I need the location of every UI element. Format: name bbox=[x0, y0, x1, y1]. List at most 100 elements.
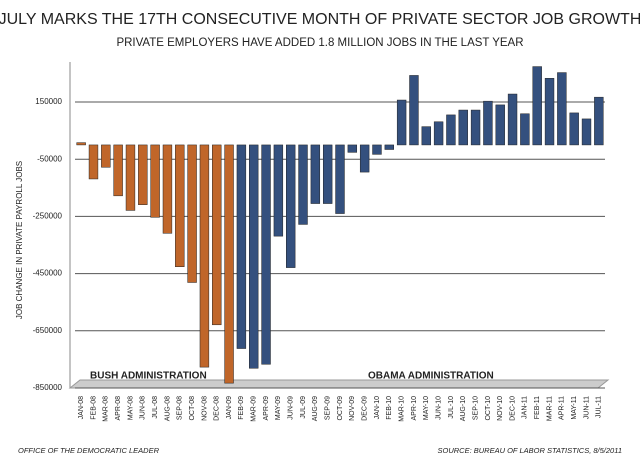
chart-title: JULY MARKS THE 17TH CONSECUTIVE MONTH OF… bbox=[0, 11, 640, 28]
bar bbox=[125, 144, 136, 211]
bar bbox=[335, 144, 345, 214]
x-tick-label: MAY-09 bbox=[275, 396, 282, 420]
bar bbox=[532, 66, 542, 146]
x-tick-label: SEP-08 bbox=[177, 396, 184, 420]
bar bbox=[224, 144, 234, 384]
bar bbox=[347, 144, 358, 153]
x-tick-label: OCT-10 bbox=[485, 396, 492, 421]
bar bbox=[199, 144, 210, 368]
x-tick-label: JAN-10 bbox=[374, 396, 381, 419]
x-tick-label: JUN-09 bbox=[288, 396, 295, 420]
x-tick-label: NOV-09 bbox=[349, 396, 356, 421]
x-tick-label: OCT-09 bbox=[337, 396, 344, 421]
annotation: BUSH ADMINISTRATION bbox=[90, 371, 207, 382]
bar bbox=[569, 112, 579, 146]
bar bbox=[162, 144, 173, 234]
bar bbox=[372, 144, 382, 155]
y-tick-label: -250000 bbox=[33, 212, 63, 221]
bar bbox=[249, 144, 259, 369]
x-tick-label: SEP-09 bbox=[325, 396, 332, 420]
bar bbox=[384, 144, 394, 150]
x-tick-label: APR-09 bbox=[263, 396, 270, 421]
bar bbox=[396, 99, 407, 146]
x-tick-label: DEC-10 bbox=[509, 396, 516, 421]
x-tick-label: JAN-09 bbox=[226, 396, 233, 419]
y-tick-label: -450000 bbox=[33, 269, 63, 278]
x-tick-label: JUN-11 bbox=[583, 396, 590, 419]
y-tick-label: 150000 bbox=[35, 97, 62, 106]
bar bbox=[359, 144, 370, 173]
x-tick-label: JAN-08 bbox=[78, 396, 85, 419]
x-tick-label: FEB-11 bbox=[534, 396, 541, 419]
x-tick-label: DEC-09 bbox=[361, 396, 368, 421]
y-tick-label: -850000 bbox=[33, 383, 63, 392]
x-tick-label: MAR-09 bbox=[251, 396, 258, 422]
x-tick-label: JUL-08 bbox=[152, 396, 159, 419]
bar bbox=[581, 118, 592, 146]
bar bbox=[187, 144, 197, 283]
bar bbox=[557, 72, 567, 146]
x-tick-label: OCT-08 bbox=[189, 396, 196, 421]
y-tick-label: -650000 bbox=[33, 326, 63, 335]
footer-left: OFFICE OF THE DEMOCRATIC LEADER bbox=[18, 446, 160, 455]
bar bbox=[101, 144, 111, 168]
bar bbox=[88, 144, 99, 180]
footer-right: SOURCE: BUREAU OF LABOR STATISTICS, 8/5/… bbox=[438, 446, 623, 455]
bar bbox=[507, 93, 518, 146]
bar bbox=[446, 114, 456, 146]
bar bbox=[310, 144, 321, 204]
bar bbox=[483, 100, 493, 146]
x-tick-label: JUL-10 bbox=[448, 396, 455, 419]
bar bbox=[150, 144, 160, 218]
x-tick-label: JUN-08 bbox=[140, 396, 147, 420]
x-tick-label: APR-08 bbox=[115, 396, 122, 421]
bar bbox=[594, 96, 604, 146]
bar bbox=[433, 121, 444, 146]
bar bbox=[298, 144, 308, 225]
annotation: OBAMA ADMINISTRATION bbox=[368, 371, 494, 382]
x-tick-label: JAN-11 bbox=[522, 396, 529, 419]
bar bbox=[261, 144, 271, 365]
y-tick-label: -50000 bbox=[37, 154, 62, 163]
bar bbox=[409, 75, 419, 146]
x-tick-label: MAY-08 bbox=[127, 396, 134, 420]
bar bbox=[470, 109, 481, 146]
bar bbox=[175, 144, 185, 268]
x-tick-label: MAY-10 bbox=[423, 396, 430, 420]
x-tick-label: JUL-09 bbox=[300, 396, 307, 419]
bar bbox=[520, 113, 530, 146]
x-tick-label: JUN-10 bbox=[435, 396, 442, 420]
x-tick-label: AUG-08 bbox=[164, 396, 171, 421]
chart-subtitle: PRIVATE EMPLOYERS HAVE ADDED 1.8 MILLION… bbox=[116, 37, 523, 49]
x-tick-label: FEB-10 bbox=[386, 396, 393, 420]
bar bbox=[421, 126, 431, 146]
bar bbox=[212, 144, 222, 326]
x-tick-label: NOV-08 bbox=[201, 396, 208, 421]
x-tick-label: MAY-11 bbox=[571, 396, 578, 420]
x-tick-label: APR-10 bbox=[411, 396, 418, 421]
x-tick-label: AUG-09 bbox=[312, 396, 319, 421]
x-tick-label: FEB-09 bbox=[238, 396, 245, 420]
x-tick-label: MAR-11 bbox=[546, 396, 553, 421]
bar bbox=[458, 109, 468, 146]
x-tick-label: APR-11 bbox=[559, 396, 566, 420]
x-tick-label: AUG-10 bbox=[460, 396, 467, 421]
x-tick-label: JUL-11 bbox=[596, 396, 603, 418]
x-tick-label: MAR-10 bbox=[398, 396, 405, 422]
bar bbox=[138, 144, 148, 205]
x-tick-label: DEC-08 bbox=[214, 396, 221, 421]
y-axis-label: JOB CHANGE IN PRIVATE PAYROLL JOBS bbox=[15, 161, 24, 319]
x-tick-label: MAR-08 bbox=[103, 396, 110, 422]
bar bbox=[76, 142, 86, 146]
bar bbox=[273, 144, 284, 237]
x-tick-label: SEP-10 bbox=[472, 396, 479, 420]
bar bbox=[495, 104, 505, 146]
x-tick-label: FEB-08 bbox=[90, 396, 97, 420]
bar bbox=[322, 144, 333, 204]
bar bbox=[544, 78, 555, 146]
bar bbox=[236, 144, 247, 349]
bar bbox=[286, 144, 296, 268]
x-tick-label: NOV-10 bbox=[497, 396, 504, 421]
bar bbox=[113, 144, 123, 197]
